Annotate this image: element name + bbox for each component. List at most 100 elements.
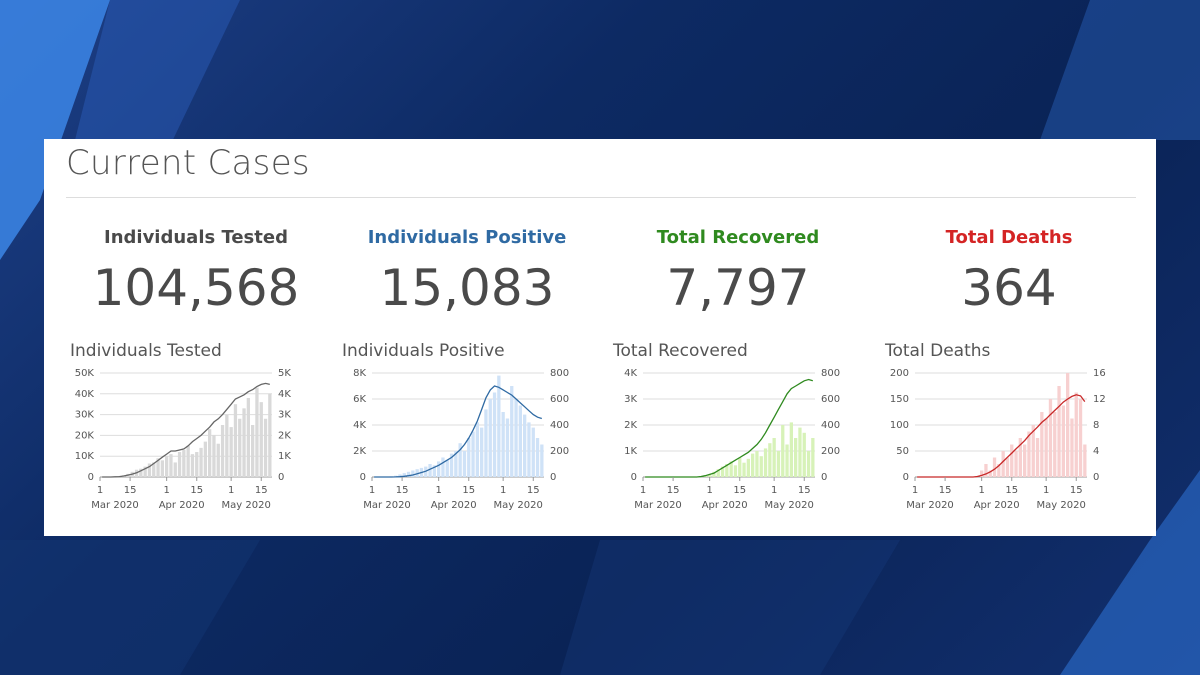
right-tick-label: 3K	[278, 410, 291, 421]
right-tick-label: 200	[821, 446, 840, 457]
daily-bar	[238, 418, 242, 477]
x-tick-label: 15	[733, 485, 746, 496]
daily-bar	[415, 469, 419, 477]
daily-bar	[1040, 412, 1044, 477]
x-tick-label: 1	[369, 485, 375, 496]
stat-label: Individuals Positive	[367, 227, 567, 248]
x-tick-label: 1	[771, 485, 777, 496]
stat-value: 15,083	[379, 259, 555, 317]
left-tick-label: 2K	[353, 446, 366, 457]
daily-bar	[527, 422, 531, 477]
daily-bar	[268, 393, 272, 477]
month-label: Mar 2020	[906, 500, 954, 511]
chart-individuals-tested: Individuals Tested 50K 5K 40K 4K 30K 3K 20K 2K 1…	[66, 339, 336, 524]
daily-bar	[402, 473, 406, 477]
month-label: Apr 2020	[431, 500, 477, 511]
daily-bar	[441, 457, 445, 477]
month-label: Apr 2020	[159, 500, 205, 511]
daily-bar	[1035, 438, 1040, 477]
daily-bar	[437, 461, 441, 477]
month-label: Apr 2020	[702, 500, 748, 511]
right-tick-label: 600	[821, 394, 840, 405]
left-tick-label: 50	[896, 446, 909, 457]
daily-bar	[428, 464, 432, 477]
x-tick-label: 15	[1005, 485, 1018, 496]
daily-bar	[1066, 373, 1070, 477]
daily-bar	[203, 441, 207, 477]
x-tick-label: 15	[667, 485, 680, 496]
daily-bar	[411, 470, 415, 477]
daily-bar	[1044, 418, 1048, 477]
stat-label: Total Deaths	[945, 227, 1073, 248]
daily-bar	[160, 460, 164, 477]
right-tick-label: 16	[1093, 368, 1106, 379]
daily-bar	[488, 399, 492, 477]
left-tick-label: 40K	[75, 389, 95, 400]
daily-bar	[1057, 386, 1061, 477]
month-label: May 2020	[1037, 500, 1086, 511]
daily-bar	[751, 453, 755, 477]
daily-bar	[242, 408, 246, 477]
daily-bar	[1078, 399, 1083, 477]
daily-bar	[798, 427, 802, 477]
daily-bar	[742, 462, 746, 477]
month-label: May 2020	[222, 500, 271, 511]
daily-bar	[195, 452, 199, 477]
daily-bar	[772, 438, 776, 477]
left-tick-label: 150	[890, 394, 909, 405]
daily-bar	[492, 392, 497, 477]
left-tick-label: 8K	[353, 368, 366, 379]
x-tick-label: 1	[435, 485, 441, 496]
daily-bar	[251, 425, 255, 477]
month-label: May 2020	[494, 500, 543, 511]
daily-bar	[746, 458, 750, 477]
x-tick-label: 1	[978, 485, 984, 496]
daily-bar	[1083, 444, 1087, 477]
daily-bar	[518, 405, 522, 477]
daily-bar	[263, 418, 268, 477]
stat-value: 104,568	[92, 259, 300, 317]
daily-bar	[763, 448, 768, 477]
stat-individuals-positive: Individuals Positive 15,083	[332, 227, 602, 317]
daily-bar	[173, 462, 177, 477]
daily-bar	[147, 463, 152, 477]
daily-bar	[992, 457, 997, 477]
right-tick-label: 800	[821, 368, 840, 379]
right-tick-label: 5K	[278, 368, 291, 379]
x-tick-label: 1	[500, 485, 506, 496]
daily-bar	[720, 466, 725, 477]
left-tick-label: 100	[890, 420, 909, 431]
daily-bar	[445, 460, 449, 477]
daily-bar	[1014, 451, 1018, 477]
daily-bar	[1001, 451, 1005, 477]
cumulative-line	[374, 385, 542, 478]
title-divider	[66, 197, 1136, 198]
daily-bar	[768, 443, 772, 477]
daily-bar	[1010, 444, 1014, 477]
daily-bar	[1018, 438, 1022, 477]
daily-bar	[152, 462, 156, 477]
daily-bar	[208, 429, 212, 477]
chart-title: Total Recovered	[613, 341, 748, 361]
left-tick-label: 0	[903, 472, 909, 483]
chart-individuals-positive: Individuals Positive 8K 800 6K 600 4K 400 2K 20…	[338, 339, 608, 524]
daily-bar	[716, 469, 720, 477]
chart-title: Individuals Tested	[70, 341, 222, 361]
daily-bar	[467, 438, 471, 477]
daily-bar	[729, 461, 733, 477]
daily-bar	[781, 425, 785, 477]
cumulative-line	[102, 382, 270, 478]
x-tick-label: 15	[255, 485, 268, 496]
daily-bar	[406, 471, 411, 477]
right-tick-label: 2K	[278, 430, 291, 441]
daily-bar	[988, 470, 992, 477]
daily-bar	[182, 449, 186, 477]
daily-bar	[984, 464, 988, 477]
stat-label: Individuals Tested	[104, 227, 288, 248]
x-tick-label: 1	[228, 485, 234, 496]
daily-bar	[738, 457, 742, 477]
right-tick-label: 0	[550, 472, 556, 483]
